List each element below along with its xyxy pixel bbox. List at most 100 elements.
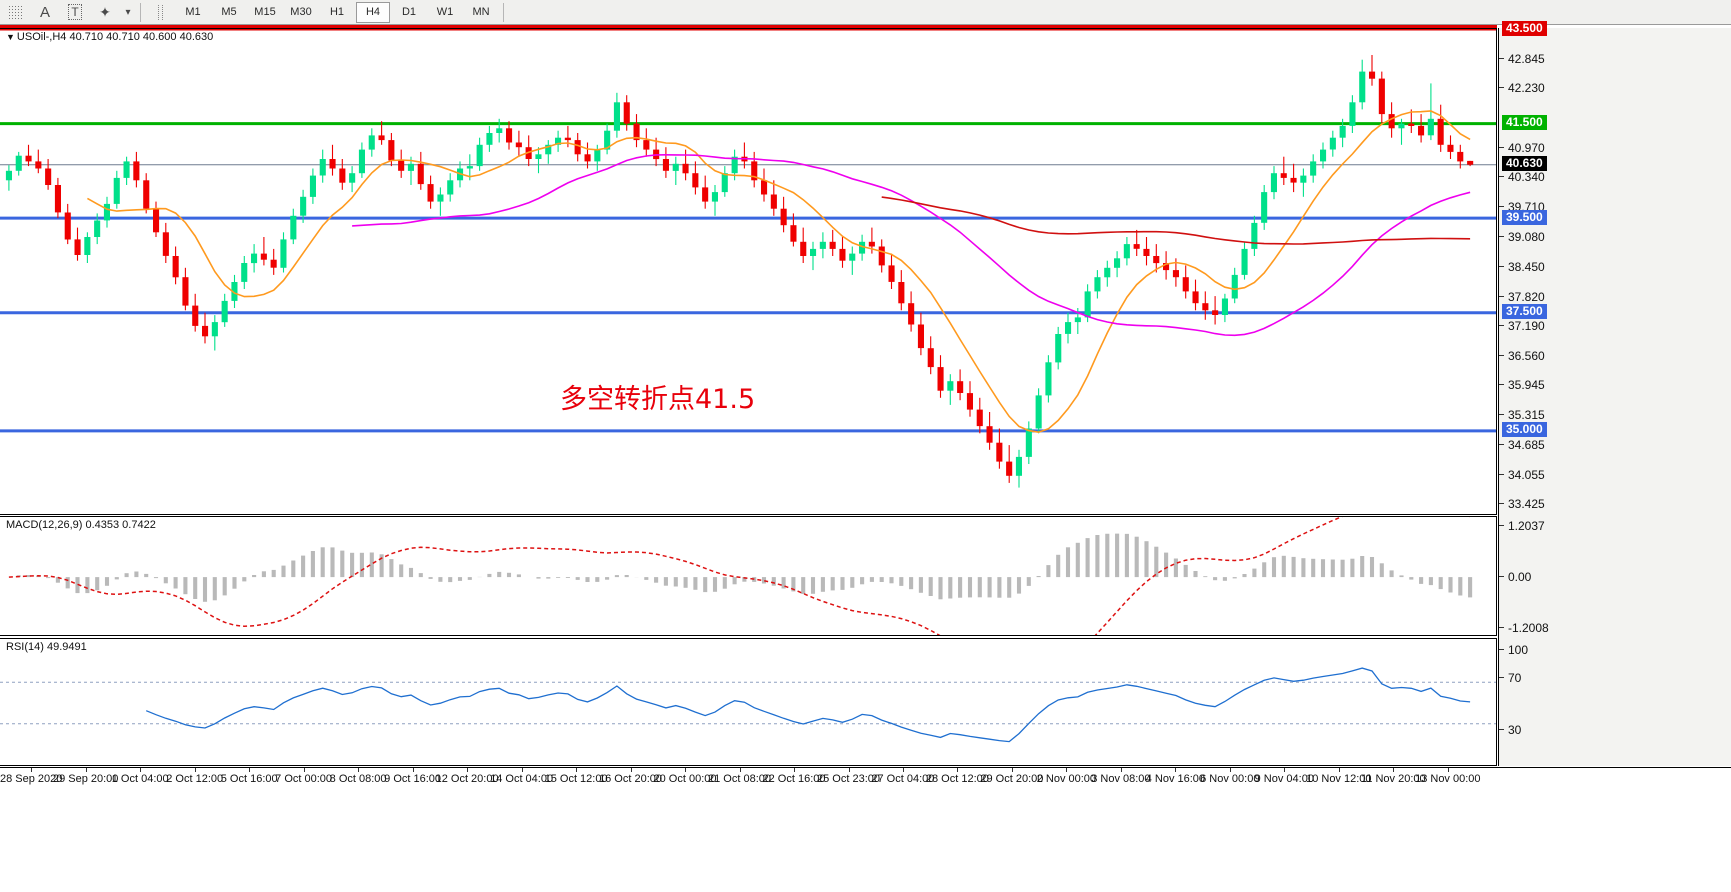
- symbol-ohlc-text: USOil-,H4 40.710 40.710 40.600 40.630: [16, 31, 214, 43]
- price-candles-svg: [0, 29, 1496, 488]
- tab-timeframe-h4[interactable]: H4: [356, 1, 390, 23]
- date-tick-mark: [848, 768, 850, 772]
- macd-axis-tick-2: -1.2008: [1499, 621, 1731, 635]
- crosshair-grid-icon[interactable]: [0, 1, 30, 24]
- date-tick-mark: [521, 768, 523, 772]
- axis-tick-37-190: 37.190: [1499, 319, 1731, 333]
- tab-timeframe-w1[interactable]: W1: [436, 6, 454, 18]
- date-tick-label: 25 Oct 23:00: [817, 773, 880, 785]
- price-label-35-000: 35.000: [1502, 422, 1547, 438]
- date-tick-label: 15 Oct 12:00: [544, 773, 608, 785]
- price-label-40-630: 40.630: [1502, 156, 1547, 172]
- date-tick-mark: [576, 768, 578, 772]
- date-axis[interactable]: 28 Sep 2020 29 Sep 20:00 1 Oct 04:00 2 Oct …: [0, 767, 1731, 792]
- tab-timeframe-m5[interactable]: M5: [221, 6, 237, 18]
- rsi-axis-tick-1: 70: [1499, 671, 1731, 685]
- axis-tick-40-340: 40.340: [1499, 170, 1731, 184]
- date-tick-label: 1 Oct 04:00: [111, 773, 169, 785]
- date-tick-label: 20 Oct 00:00: [653, 773, 717, 785]
- date-tick-mark: [1120, 768, 1122, 772]
- macd-axis-tick-0: 1.2037: [1499, 519, 1731, 533]
- axis-tick-37-820: 37.820: [1499, 290, 1731, 304]
- axis-tick-36-560: 36.560: [1499, 349, 1731, 363]
- tab-timeframe-h1[interactable]: H1: [329, 6, 345, 18]
- date-tick-mark: [358, 768, 360, 772]
- macd-label: MACD(12,26,9) 0.4353 0.7422: [6, 519, 156, 531]
- chart-area[interactable]: ▼ USOil-,H4 40.710 40.710 40.600 40.630 M…: [0, 20, 1731, 892]
- tab-timeframe-m30[interactable]: M30: [290, 6, 312, 18]
- axis-tick-40-970: 40.970: [1499, 141, 1731, 155]
- price-label-41-500: 41.500: [1502, 115, 1547, 131]
- tab-timeframe-m1[interactable]: M1: [185, 6, 201, 18]
- date-tick-label: 6 Nov 00:00: [1200, 773, 1260, 785]
- axis-tick-33-425: 33.425: [1499, 497, 1731, 511]
- date-tick-label: 27 Oct 04:00: [871, 773, 935, 785]
- macd-svg: [8, 517, 1473, 635]
- toolbar-separator: [140, 2, 141, 22]
- date-tick-mark: [412, 768, 414, 772]
- date-tick-label: 5 Oct 16:00: [220, 773, 278, 785]
- date-tick-label: 22 Oct 16:00: [762, 773, 826, 785]
- grip-handle[interactable]: [145, 1, 175, 24]
- date-tick-mark: [902, 768, 904, 772]
- date-tick-label: 12 Oct 20:00: [435, 773, 499, 785]
- date-tick-label: 21 Oct 08:00: [708, 773, 771, 785]
- date-tick-mark: [1393, 768, 1395, 772]
- date-tick-mark: [794, 768, 795, 772]
- date-tick-mark: [467, 768, 469, 772]
- tab-timeframe-mn[interactable]: MN: [472, 6, 490, 18]
- date-tick-label: 28 Sep 2020: [0, 773, 63, 785]
- text-box-icon[interactable]: T: [60, 1, 90, 24]
- date-tick-label: 16 Oct 20:00: [599, 773, 662, 785]
- price-label-39-500: 39.500: [1502, 209, 1547, 225]
- price-scale[interactable]: 43.500 42.845 42.230 41.500 40.970 40.630 …: [1498, 20, 1731, 766]
- date-tick-label: 28 Oct 12:00: [925, 773, 989, 785]
- axis-tick-34-055: 34.055: [1499, 468, 1731, 482]
- axis-tick-34-685: 34.685: [1499, 438, 1731, 452]
- price-panel[interactable]: ▼ USOil-,H4 40.710 40.710 40.600 40.630: [0, 28, 1497, 515]
- chevron-down-icon[interactable]: ▾: [125, 6, 131, 18]
- date-tick-mark: [685, 768, 686, 772]
- date-tick-mark: [140, 768, 142, 772]
- date-tick-label: 9 Oct 16:00: [384, 773, 442, 785]
- rsi-panel[interactable]: RSI(14) 49.9491: [0, 638, 1497, 766]
- date-tick-mark: [303, 768, 305, 772]
- date-tick-label: 29 Oct 20:00: [980, 773, 1044, 785]
- chart-annotation-text[interactable]: 多空转折点41.5: [560, 384, 756, 415]
- date-tick-label: 14 Oct 04:00: [490, 773, 554, 785]
- date-tick-label: 13 Nov 00:00: [1415, 773, 1481, 785]
- date-tick-label: 8 Oct 08:00: [329, 773, 387, 785]
- date-tick-label: 3 Nov 08:00: [1091, 773, 1151, 785]
- date-tick-label: 2 Oct 12:00: [166, 773, 224, 785]
- collapse-arrow-icon[interactable]: ▼: [6, 32, 15, 42]
- date-tick-mark: [85, 768, 87, 772]
- rsi-label: RSI(14) 49.9491: [6, 641, 87, 653]
- shapes-icon[interactable]: ✦: [99, 3, 111, 20]
- date-tick-mark: [1284, 768, 1286, 772]
- rsi-svg: [0, 667, 1496, 743]
- axis-tick-42-845: 42.845: [1499, 52, 1731, 66]
- tab-timeframe-d1[interactable]: D1: [401, 6, 417, 18]
- axis-tick-39-080: 39.080: [1499, 230, 1731, 244]
- date-tick-mark: [1338, 768, 1340, 772]
- date-tick-mark: [1011, 768, 1013, 772]
- date-tick-mark: [739, 768, 741, 772]
- date-tick-mark: [630, 768, 632, 772]
- toolbar: A T ✦ ▾ M1 M5 M15 M30 H1 H4 D1 W1 MN: [0, 0, 1731, 25]
- date-tick-mark: [957, 768, 959, 772]
- rsi-axis-tick-0: 100: [1499, 643, 1731, 657]
- macd-panel[interactable]: MACD(12,26,9) 0.4353 0.7422: [0, 516, 1497, 636]
- axis-tick-38-450: 38.450: [1499, 260, 1731, 274]
- date-tick-mark: [31, 768, 33, 772]
- price-label-43-500: 43.500: [1502, 20, 1547, 36]
- date-tick-label: 9 Nov 04:00: [1254, 773, 1314, 785]
- axis-tick-42-230: 42.230: [1499, 81, 1731, 95]
- price-label-37-500: 37.500: [1502, 304, 1547, 320]
- axis-tick-35-945: 35.945: [1499, 378, 1731, 392]
- text-label-icon[interactable]: A: [39, 3, 50, 21]
- macd-axis-tick-1: 0.00: [1499, 570, 1731, 584]
- tab-timeframe-m15[interactable]: M15: [254, 6, 276, 18]
- date-tick-label: 10 Nov 12:00: [1306, 773, 1372, 785]
- date-tick-label: 11 Nov 20:00: [1360, 773, 1426, 785]
- date-tick-mark: [1175, 768, 1177, 772]
